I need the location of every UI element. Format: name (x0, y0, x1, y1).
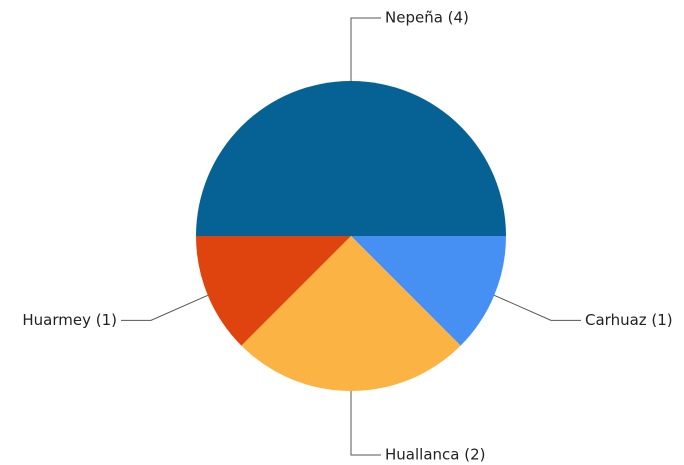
leader-line (350, 391, 381, 456)
pie-slice (196, 81, 506, 236)
pie-slice (196, 236, 351, 346)
slice-label: Carhuaz (1) (585, 311, 673, 329)
slice-label: Nepeña (4) (385, 9, 469, 27)
leader-line (350, 17, 381, 81)
leader-line (121, 294, 209, 321)
leader-line (493, 294, 581, 321)
slice-label: Huarmey (1) (22, 311, 117, 329)
pie-slice (241, 236, 461, 391)
slice-label: Huallanca (2) (385, 446, 485, 464)
pie-slice (351, 236, 506, 346)
